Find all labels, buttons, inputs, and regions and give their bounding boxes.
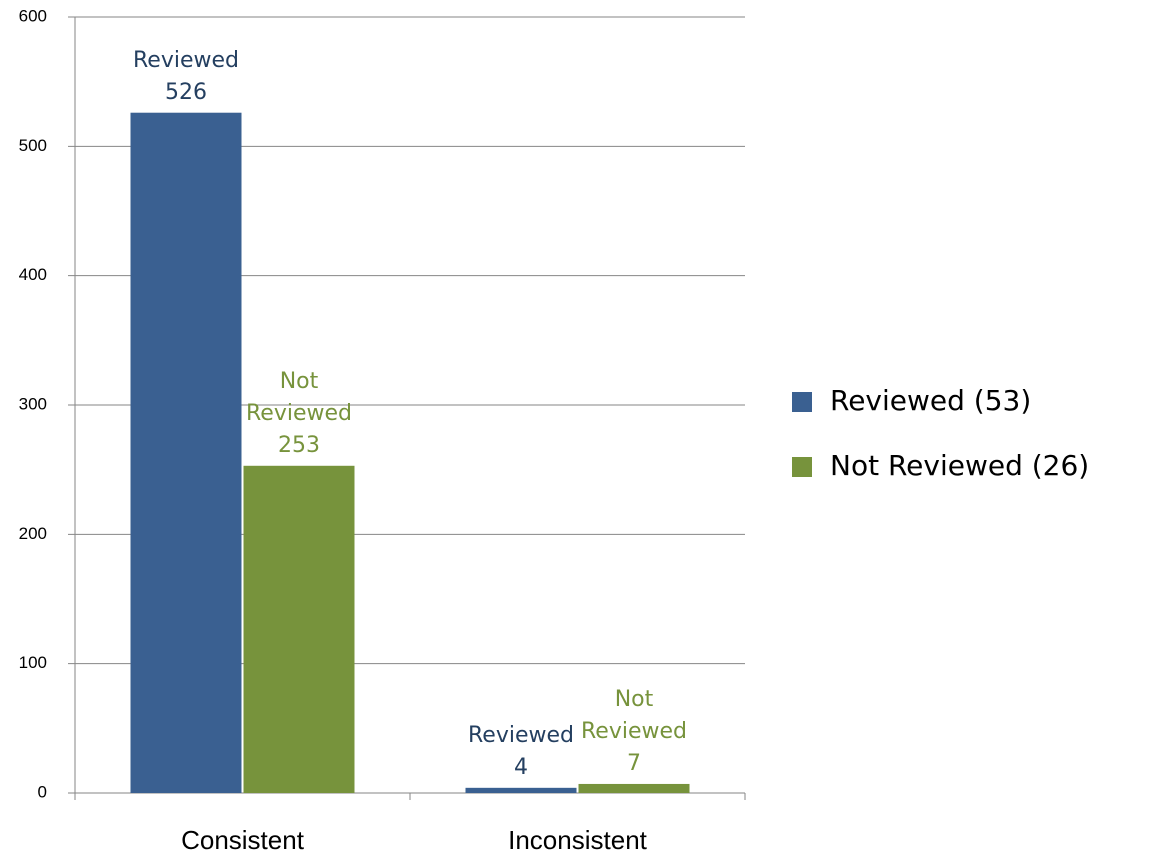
bar [578, 783, 690, 793]
y-tick-label: 200 [19, 524, 47, 543]
y-tick-label: 500 [19, 136, 47, 155]
data-label-text: 7 [627, 751, 641, 777]
legend-swatch [792, 392, 812, 412]
data-label: Reviewed 526 [119, 0, 254, 109]
bar [465, 787, 577, 793]
x-tick-label: Consistent [181, 825, 305, 855]
data-label-box: Reviewed 4 [454, 634, 589, 784]
y-tick-label: 100 [19, 653, 47, 672]
legend-label: Not Reviewed (26) [830, 449, 1089, 482]
data-label-box: Not Reviewed 253 [232, 312, 367, 462]
bar [130, 112, 242, 793]
bar [243, 465, 355, 793]
legend-swatch [792, 457, 812, 477]
data-label-text: Not Reviewed [581, 687, 687, 745]
data-label-text: 526 [165, 79, 207, 105]
data-label-box: Reviewed 526 [119, 0, 254, 109]
data-label-text: 253 [278, 432, 320, 458]
y-tick-label: 0 [38, 782, 47, 801]
data-label-text: Not Reviewed [246, 369, 352, 426]
legend-label: Reviewed (53) [830, 384, 1031, 417]
data-label-text: Reviewed [133, 47, 239, 73]
data-label-box: Not Reviewed 7 [567, 630, 702, 780]
data-label: Reviewed 4 [454, 634, 589, 784]
y-tick-label: 400 [19, 265, 47, 284]
y-tick-label: 300 [19, 394, 47, 413]
data-label-text: 4 [514, 754, 528, 780]
data-label: Not Reviewed 7 [567, 630, 702, 780]
y-tick-label: 600 [19, 6, 47, 25]
data-label-text: Reviewed [468, 723, 574, 749]
x-tick-label: Inconsistent [508, 825, 648, 855]
data-label: Not Reviewed 253 [232, 312, 367, 462]
